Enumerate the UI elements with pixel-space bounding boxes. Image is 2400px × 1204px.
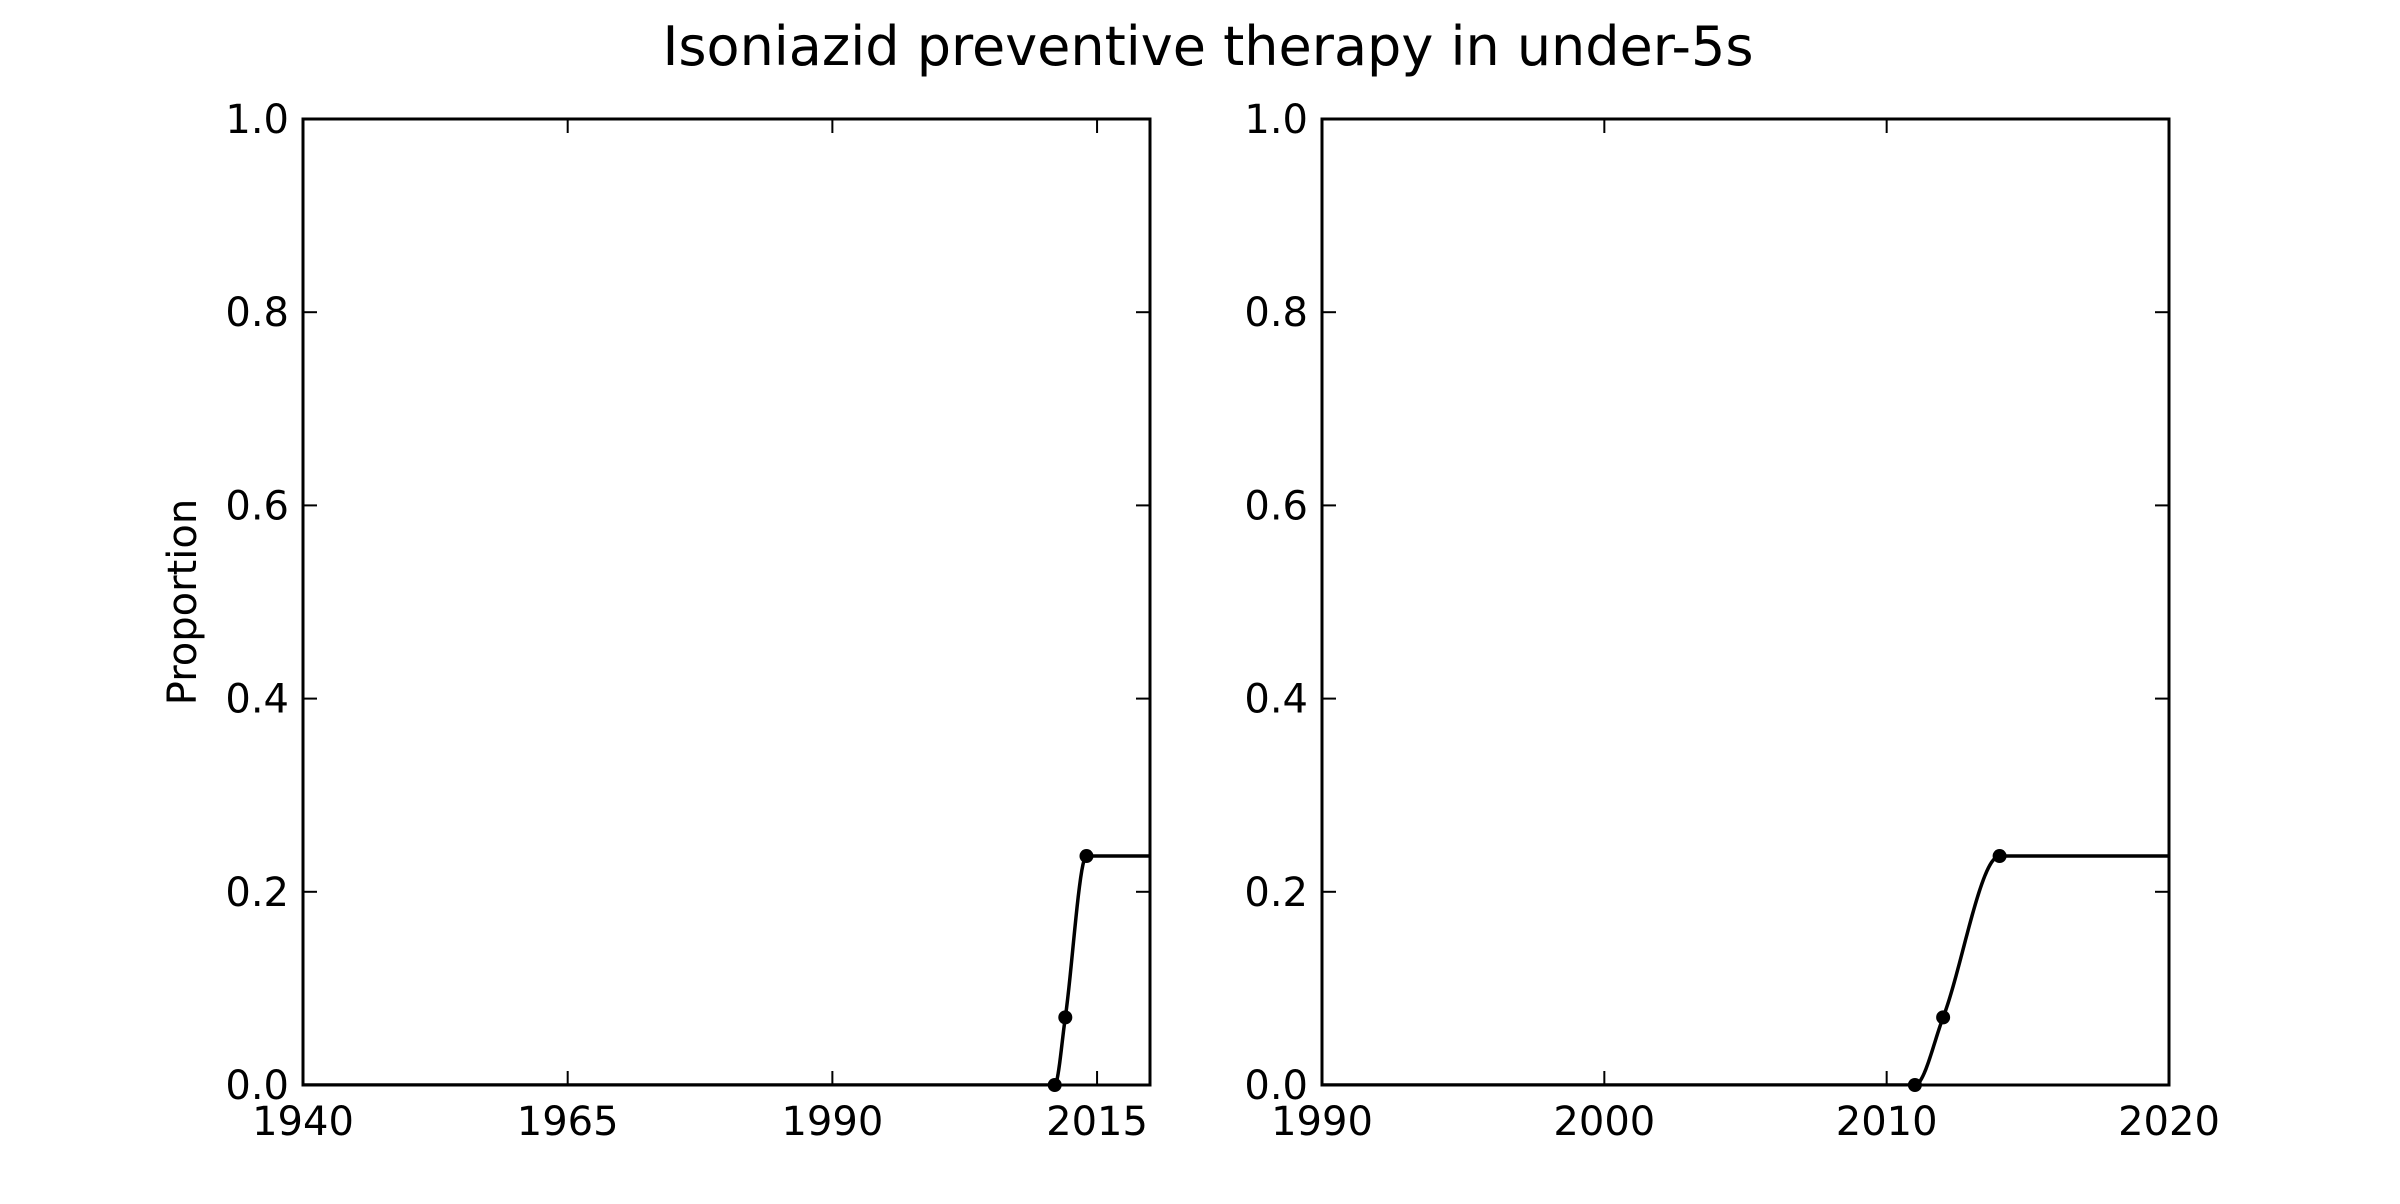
y-axis-label: Proportion bbox=[160, 499, 206, 705]
y-tick-label: 0.8 bbox=[225, 290, 289, 336]
y-tick-label: 0.4 bbox=[1244, 677, 1308, 723]
x-tick-label: 1990 bbox=[1271, 1099, 1373, 1145]
y-tick-label: 0.6 bbox=[1244, 483, 1308, 529]
x-tick-label: 1940 bbox=[252, 1099, 354, 1145]
y-tick-label: 0.2 bbox=[1244, 870, 1308, 916]
x-tick-label: 2015 bbox=[1046, 1099, 1148, 1145]
x-tick-label: 1965 bbox=[517, 1099, 619, 1145]
y-tick-label: 0.8 bbox=[1244, 290, 1308, 336]
y-tick-label: 0.0 bbox=[1244, 1063, 1308, 1109]
x-tick-label: 2000 bbox=[1553, 1099, 1655, 1145]
chart-title: Isoniazid preventive therapy in under-5s bbox=[662, 15, 1753, 78]
x-tick-label: 1990 bbox=[781, 1099, 883, 1145]
axes-frame bbox=[301, 117, 1152, 1087]
data-point bbox=[1058, 1010, 1073, 1025]
series-line bbox=[1322, 854, 2169, 1085]
y-tick-label: 0.4 bbox=[225, 677, 289, 723]
chart-panel-2: 0.0 0.2 0.4 0.6 0.8 1.0 1990 2000 2010 2020 bbox=[1244, 97, 2220, 1145]
data-point bbox=[1079, 849, 1094, 864]
x-tick-label: 2010 bbox=[1836, 1099, 1938, 1145]
y-tick-label: 1.0 bbox=[1244, 97, 1308, 143]
y-tick-label: 0.2 bbox=[225, 870, 289, 916]
series-line bbox=[303, 854, 1150, 1085]
y-tick-label: 0.6 bbox=[225, 483, 289, 529]
data-point bbox=[1992, 849, 2007, 864]
chart-panel-1: 0.0 0.2 0.4 0.6 0.8 1.0 1940 1965 1990 2015 Propor… bbox=[160, 97, 1152, 1145]
x-tick-label: 2020 bbox=[2118, 1099, 2220, 1145]
y-tick-label: 1.0 bbox=[225, 97, 289, 143]
y-tick-label: 0.0 bbox=[225, 1063, 289, 1109]
axes-frame bbox=[1320, 117, 2171, 1087]
data-point bbox=[1936, 1010, 1951, 1025]
